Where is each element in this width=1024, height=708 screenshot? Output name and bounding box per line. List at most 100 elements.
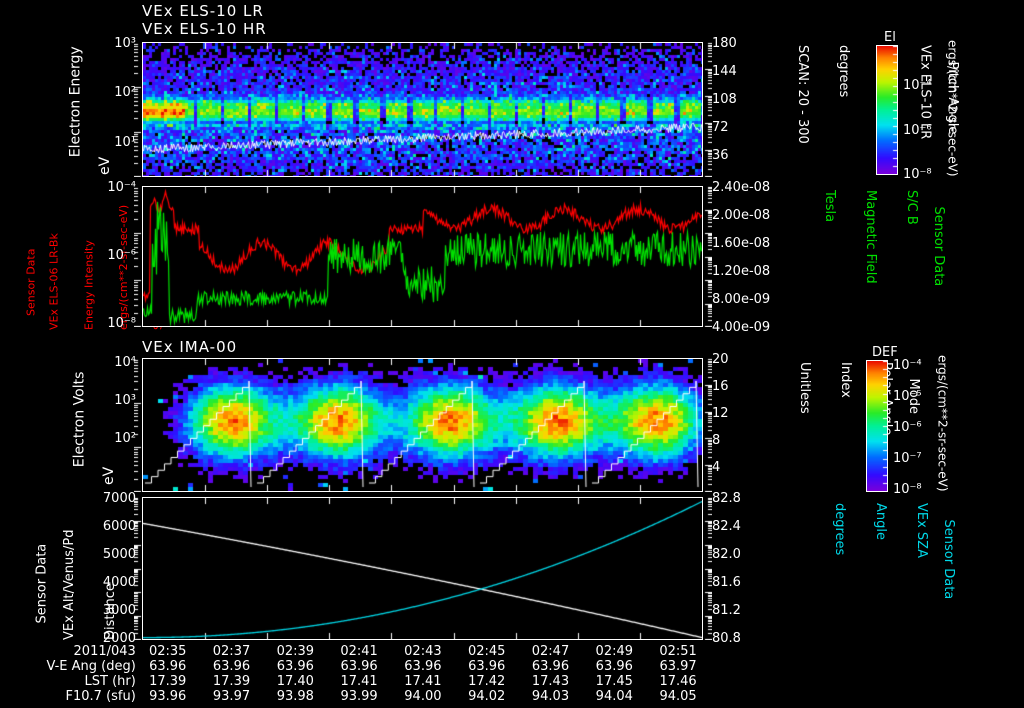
panel2-right-axis-label: Sensor Data S/C B Magnetic Field Tesla bbox=[821, 190, 947, 287]
ticklabel: 1.20e-08 bbox=[712, 264, 771, 279]
panel-els-spectrogram[interactable] bbox=[142, 42, 703, 177]
ticklabel: 81.6 bbox=[712, 575, 741, 590]
ticklabel: 82.4 bbox=[712, 519, 741, 534]
colorbar-def bbox=[866, 360, 888, 492]
ticklabel: 10¹ bbox=[114, 135, 136, 150]
param-value: 63.96 bbox=[531, 659, 570, 674]
ticklabel: 81.2 bbox=[712, 603, 741, 618]
param-value: 17.46 bbox=[659, 674, 697, 689]
param-value: 63.96 bbox=[212, 659, 251, 674]
param-value: 63.96 bbox=[276, 659, 314, 674]
panel-energy-magfield[interactable] bbox=[142, 186, 703, 327]
param-value: 17.45 bbox=[595, 674, 633, 689]
param-value: 63.96 bbox=[468, 659, 506, 674]
ticklabel: 12 bbox=[712, 406, 729, 421]
time-tick-label: 02:47 bbox=[531, 644, 570, 659]
ticklabel: 5000 bbox=[102, 547, 136, 562]
param-value: 94.03 bbox=[531, 689, 570, 704]
param-value: 94.04 bbox=[595, 689, 633, 704]
param-value: 63.96 bbox=[340, 659, 378, 674]
param-value: 93.99 bbox=[340, 689, 378, 704]
panel1-title-line1: VEx ELS-10 LR bbox=[142, 2, 264, 20]
table-row: LST (hr) 17.39 17.39 17.40 17.41 17.41 17.42 17… bbox=[0, 674, 710, 689]
panel4-right-axis-label: Sensor Data VEx SZA Angle degrees bbox=[831, 503, 957, 600]
time-tick-label: 02:39 bbox=[276, 644, 315, 659]
ticklabel: 10⁻⁴ bbox=[107, 180, 136, 195]
colorbar1-unit: ergs/(cm**2-sr-sec-eV) bbox=[945, 40, 960, 177]
table-row: F10.7 (sfu) 93.96 93.97 93.98 93.99 94.00 94.0… bbox=[0, 689, 710, 704]
ticklabel: 72 bbox=[712, 120, 729, 135]
param-row-label: LST (hr) bbox=[84, 674, 136, 689]
colorbar2-unit: ergs/(cm**2-sr-sec-eV) bbox=[935, 355, 950, 492]
ticklabel: 10⁻⁶ bbox=[893, 420, 922, 435]
param-value: 63.96 bbox=[595, 659, 633, 674]
panel3-left-axis-label: Electron Volts eV bbox=[71, 371, 118, 485]
axis-tick-ladder bbox=[134, 358, 142, 492]
ticklabel: 1.60e-08 bbox=[712, 236, 771, 251]
ticklabel: 16 bbox=[712, 379, 729, 394]
ticklabel: 10³ bbox=[114, 393, 136, 408]
ticklabel: 10⁴ bbox=[114, 355, 136, 370]
date-label: 2011/043 bbox=[73, 644, 136, 659]
colorbar-el bbox=[876, 45, 898, 175]
param-value: 93.98 bbox=[276, 689, 314, 704]
param-value: 17.40 bbox=[276, 674, 314, 689]
time-tick-label: 02:49 bbox=[595, 644, 634, 659]
panel-ima-spectrogram[interactable] bbox=[142, 358, 703, 492]
ticklabel: 8.00e-09 bbox=[712, 292, 771, 307]
ticklabel: 3000 bbox=[102, 603, 136, 618]
ticklabel: 10⁻⁷ bbox=[893, 451, 922, 466]
ticklabel: 20 bbox=[712, 352, 729, 367]
param-value: 17.39 bbox=[212, 674, 251, 689]
param-value: 63.96 bbox=[149, 659, 187, 674]
ticklabel: 36 bbox=[712, 148, 729, 163]
panel1-title-line2: VEx ELS-10 HR bbox=[142, 20, 267, 38]
axis-tick-ladder bbox=[134, 497, 142, 640]
panel-altitude-sza[interactable] bbox=[142, 497, 703, 640]
ticklabel: 10⁻⁸ bbox=[893, 482, 922, 497]
ticklabel: 10³ bbox=[114, 36, 136, 51]
ticklabel: 144 bbox=[712, 64, 737, 79]
ticklabel: 2000 bbox=[102, 631, 136, 646]
ticklabel: 10⁻⁵ bbox=[893, 389, 922, 404]
panel1-right-axis-label: Pitch Angle VEx ELS-10 LR Angle degrees … bbox=[794, 45, 960, 144]
ticklabel: 8 bbox=[712, 433, 721, 448]
time-tick-label: 02:51 bbox=[659, 644, 697, 659]
bottom-parameter-table: 2011/043 02:35 02:37 02:39 02:41 02:43 02:45 02… bbox=[0, 644, 710, 704]
ticklabel: 10⁻⁸ bbox=[107, 316, 136, 331]
ticklabel: 180 bbox=[712, 36, 737, 51]
time-tick-label: 02:41 bbox=[340, 644, 378, 659]
ticklabel: 4.00e-09 bbox=[712, 320, 771, 335]
param-value: 17.39 bbox=[149, 674, 187, 689]
param-row-label: V-E Ang (deg) bbox=[46, 659, 136, 674]
ticklabel: 82.0 bbox=[712, 547, 741, 562]
colorbar2-title: DEF bbox=[872, 345, 898, 360]
ticklabel: 10⁻⁸ bbox=[903, 167, 932, 182]
ticklabel: 10² bbox=[114, 431, 136, 446]
ticklabel: 10⁻⁴ bbox=[903, 78, 932, 93]
ticklabel: 4000 bbox=[102, 575, 136, 590]
axis-tick-ladder bbox=[704, 358, 712, 492]
param-value: 94.00 bbox=[404, 689, 442, 704]
ticklabel: 7000 bbox=[102, 491, 136, 506]
axis-tick-ladder bbox=[134, 42, 142, 177]
table-row: 2011/043 02:35 02:37 02:39 02:41 02:43 02:45 02… bbox=[0, 644, 710, 659]
param-value: 93.97 bbox=[212, 689, 251, 704]
param-value: 17.42 bbox=[468, 674, 506, 689]
table-row: V-E Ang (deg) 63.96 63.96 63.96 63.96 63.96 63… bbox=[0, 659, 710, 674]
ticklabel: 10⁻⁶ bbox=[107, 248, 136, 263]
ticklabel: 4 bbox=[712, 460, 721, 475]
param-value: 93.96 bbox=[149, 689, 187, 704]
param-value: 94.05 bbox=[659, 689, 697, 704]
time-tick-label: 02:35 bbox=[148, 644, 187, 659]
axis-tick-ladder bbox=[134, 186, 142, 327]
param-row-label: F10.7 (sfu) bbox=[65, 689, 136, 704]
param-value: 63.96 bbox=[404, 659, 442, 674]
panel3-title: VEx IMA-00 bbox=[142, 338, 238, 356]
ticklabel: 108 bbox=[712, 92, 737, 107]
ticklabel: 2.40e-08 bbox=[712, 180, 771, 195]
ticklabel: 10⁻⁴ bbox=[893, 358, 922, 373]
ticklabel: 10⁻⁶ bbox=[903, 123, 932, 138]
param-value: 63.97 bbox=[659, 659, 697, 674]
